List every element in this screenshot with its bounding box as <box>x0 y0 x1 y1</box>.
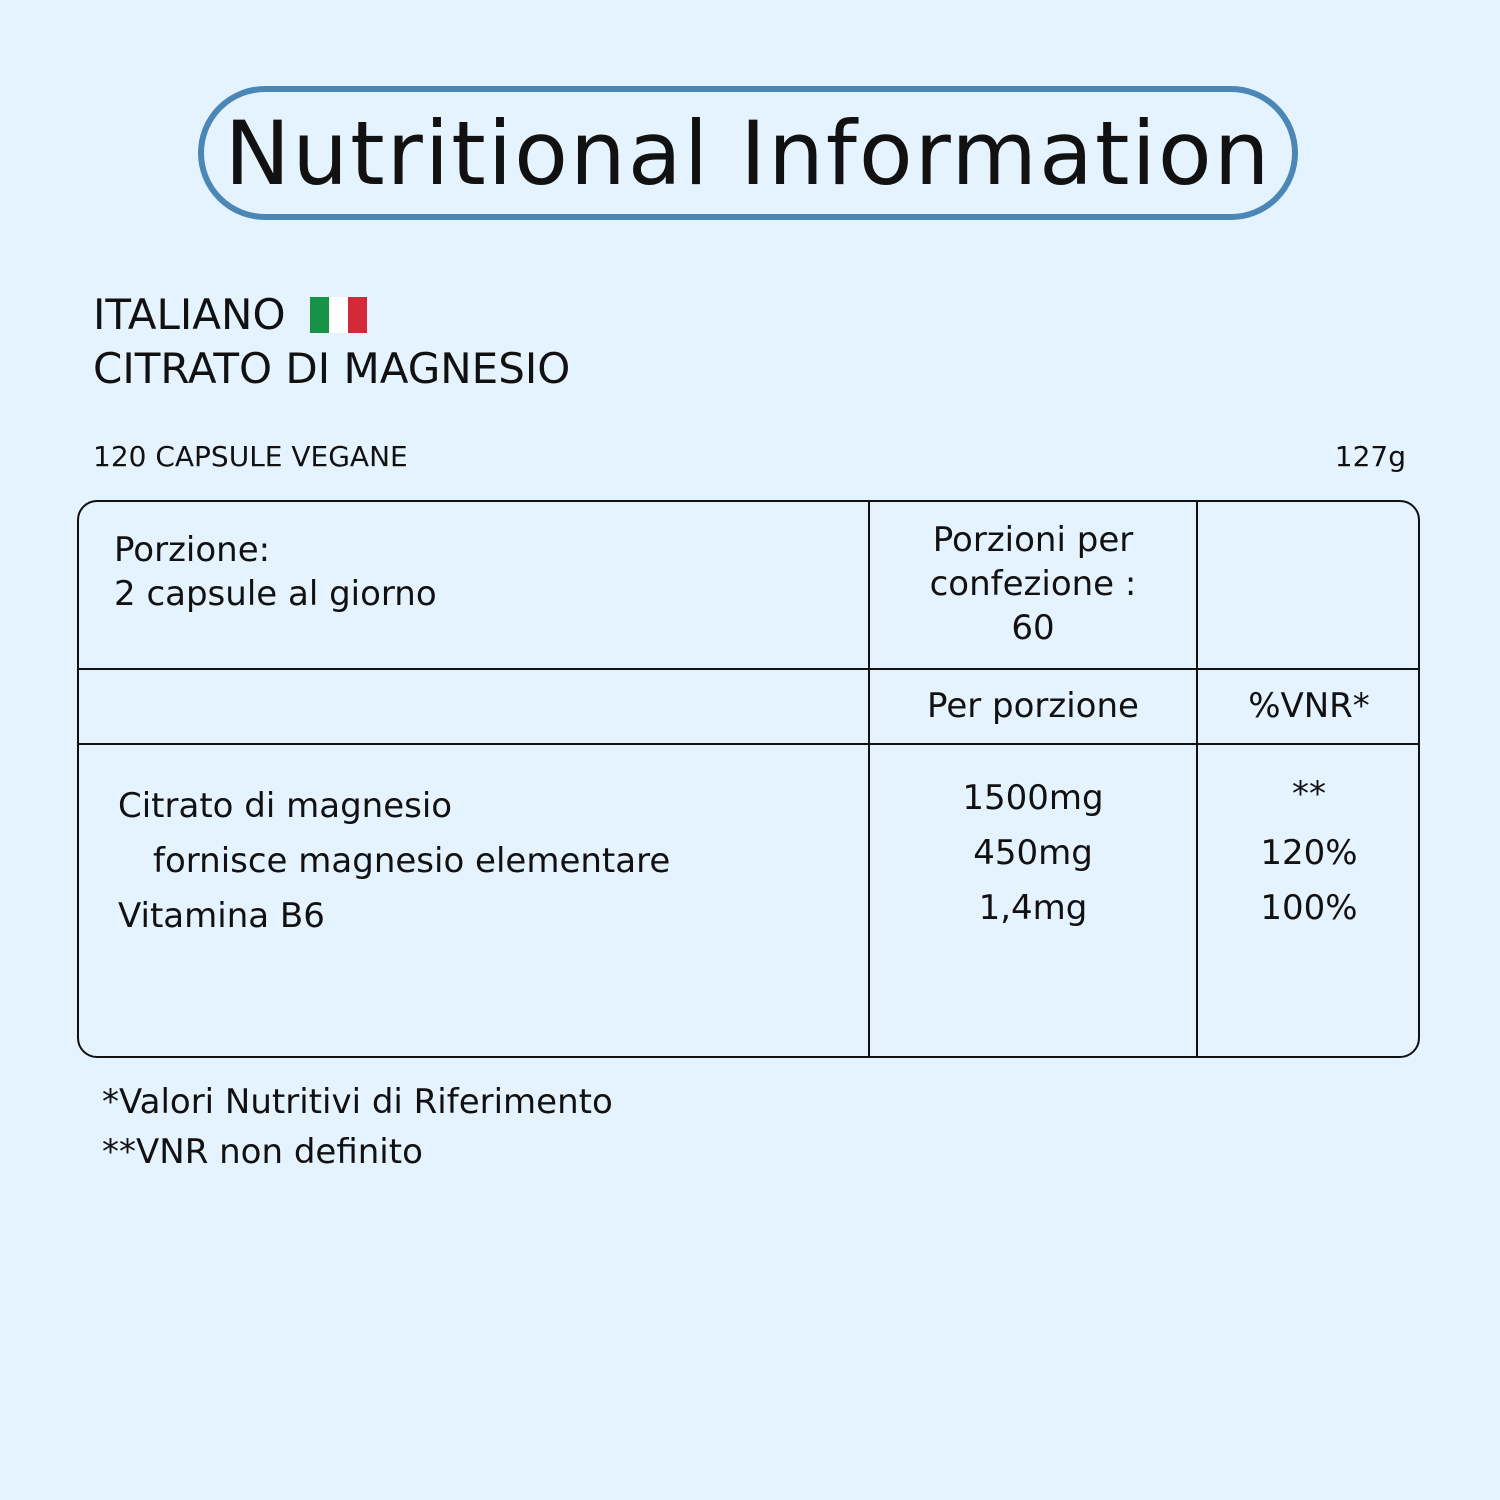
col-vnr: %VNR* <box>1248 686 1370 726</box>
serving-label: Porzione: <box>114 530 271 570</box>
divider <box>79 668 1418 670</box>
row-vnr: 120% <box>1260 833 1358 873</box>
divider <box>1196 502 1198 1056</box>
row-vnr: 100% <box>1260 888 1358 928</box>
footnote: **VNR non definito <box>102 1132 423 1172</box>
row-vnr: ** <box>1292 774 1326 814</box>
row-amount: 1,4mg <box>978 888 1088 928</box>
serving-value: 2 capsule al giorno <box>114 574 437 614</box>
nutrition-table: Porzione: 2 capsule al giorno Porzioni p… <box>77 500 1420 1058</box>
italian-flag-icon <box>309 296 367 333</box>
product-name: CITRATO DI MAGNESIO <box>93 344 571 393</box>
page-title: Nutritional Information <box>224 101 1272 205</box>
divider <box>868 502 870 1056</box>
servings-per-pack: Porzioni per confezione : 60 <box>870 518 1196 650</box>
servings-count: 60 <box>1011 608 1055 648</box>
net-weight: 127g <box>1334 440 1406 473</box>
row-name: Vitamina B6 <box>118 896 325 936</box>
title-banner: Nutritional Information <box>198 86 1298 220</box>
row-name: fornisce magnesio elementare <box>153 841 671 881</box>
language-heading: ITALIANO <box>93 290 367 339</box>
row-amount: 450mg <box>973 833 1093 873</box>
language-label: ITALIANO <box>93 290 286 339</box>
servings-line: confezione : <box>929 564 1137 604</box>
row-name: Citrato di magnesio <box>118 786 453 826</box>
servings-line: Porzioni per <box>932 520 1134 560</box>
capsule-count: 120 CAPSULE VEGANE <box>93 440 408 473</box>
col-per-serving: Per porzione <box>927 686 1139 726</box>
divider <box>79 743 1418 745</box>
footnote: *Valori Nutritivi di Riferimento <box>102 1082 613 1122</box>
row-amount: 1500mg <box>962 778 1104 818</box>
